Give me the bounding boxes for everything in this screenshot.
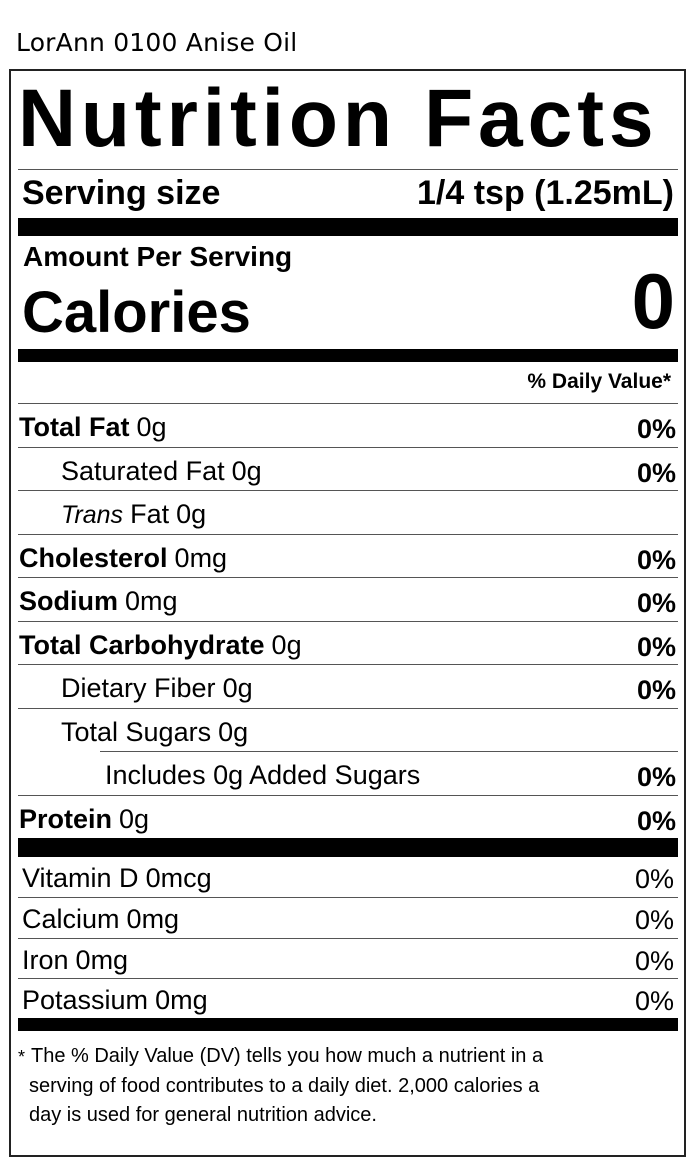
nutrient-name-text: Cholesterol xyxy=(19,542,168,573)
nutrient-amount: 0mg xyxy=(174,542,228,573)
amount-per-serving: Amount Per Serving xyxy=(23,241,293,272)
nutrient-name: Dietary Fiber 0g xyxy=(61,673,253,704)
nutrient-name-text: Includes 0g Added Sugars xyxy=(105,760,421,790)
nutrient-name-italic: Trans xyxy=(61,501,124,529)
nutrient-dv: 0% xyxy=(636,457,676,488)
vitamin-row: Iron 0mg 0% xyxy=(18,937,678,978)
calories-value: 0 xyxy=(631,257,675,345)
nutrient-row: Total Carbohydrate 0g 0% xyxy=(18,620,678,665)
vitamin-name: Iron 0mg xyxy=(22,945,128,976)
nutrient-dv: 0% xyxy=(636,675,676,705)
vitamin-amount: 0mg xyxy=(155,984,208,1015)
nutrient-name-text: Total Carbohydrate xyxy=(19,629,265,660)
nutrient-amount: 0g xyxy=(119,803,150,834)
daily-value-header: % Daily Value* xyxy=(527,370,671,393)
nutrient-row: Includes 0g Added Sugars 0% xyxy=(100,751,678,795)
nutrient-name: Total Fat 0g xyxy=(19,412,167,443)
nutrient-name: Saturated Fat 0g xyxy=(61,456,262,487)
vitamin-amount: 0mg xyxy=(75,944,129,975)
nutrient-dv: 0% xyxy=(636,631,676,662)
nutrient-row: Dietary Fiber 0g 0% xyxy=(18,664,678,708)
product-title: LorAnn 0100 Anise Oil xyxy=(16,28,298,57)
vitamin-row: Potassium 0mg 0% xyxy=(18,977,678,1018)
thick-rule xyxy=(18,1018,678,1031)
vitamin-dv: 0% xyxy=(634,905,674,936)
nutrient-amount: 0g xyxy=(218,716,249,747)
vitamin-name: Potassium 0mg xyxy=(22,985,208,1016)
label-box xyxy=(9,69,686,1157)
nutrient-dv: 0% xyxy=(636,544,676,575)
nutrient-name-text: Saturated Fat xyxy=(61,455,225,486)
vitamin-name-text: Potassium xyxy=(22,984,149,1015)
nutrient-name: Protein 0g xyxy=(19,804,149,835)
nutrient-amount: 0g xyxy=(136,412,167,442)
serving-size-value: 1/4 tsp (1.25mL) xyxy=(417,174,674,212)
vitamin-amount: 0mg xyxy=(126,904,180,935)
nutrient-row: Sodium 0mg 0% xyxy=(18,577,678,621)
nutrient-name-text: Sodium xyxy=(19,586,118,616)
nutrient-dv: 0% xyxy=(636,805,676,836)
nutrient-name: Includes 0g Added Sugars xyxy=(105,760,420,791)
nutrient-row: Saturated Fat 0g 0% xyxy=(18,446,678,491)
vitamin-row: Calcium 0mg 0% xyxy=(18,897,678,937)
vitamin-name: Vitamin D 0mcg xyxy=(22,863,212,894)
nutrient-amount: 0mg xyxy=(125,586,178,616)
nutrient-dv: 0% xyxy=(636,762,676,792)
vitamin-amount: 0mcg xyxy=(145,863,212,893)
nutrient-name-text: Protein xyxy=(19,803,113,834)
nutrient-amount: 0g xyxy=(222,673,253,703)
vitamin-name-text: Calcium xyxy=(22,904,120,935)
vitamin-name-text: Vitamin D xyxy=(22,863,139,893)
serving-size-label: Serving size xyxy=(22,174,221,212)
vitamin-dv: 0% xyxy=(634,864,674,894)
nutrient-amount: 0g xyxy=(231,455,262,486)
footnote-line: day is used for general nutrition advice… xyxy=(29,1104,377,1126)
nutrient-name-text: Dietary Fiber xyxy=(61,673,216,703)
label-title: Nutrition Facts xyxy=(18,73,659,164)
nutrient-name: Total Carbohydrate 0g xyxy=(19,630,302,661)
nutrient-row: Total Sugars 0g xyxy=(18,707,678,752)
vitamin-name-text: Iron xyxy=(22,944,69,975)
nutrient-name-text: Total Fat xyxy=(19,412,130,442)
nutrient-row: Total Fat 0g 0% xyxy=(18,403,678,447)
thick-rule xyxy=(18,218,678,236)
vitamin-dv: 0% xyxy=(634,945,674,976)
nutrient-dv: 0% xyxy=(636,588,676,618)
thick-rule xyxy=(18,349,678,362)
footnote-line: serving of food contributes to a daily d… xyxy=(29,1074,540,1097)
nutrient-name-text: Fat xyxy=(130,499,170,529)
nutrient-row: Cholesterol 0mg 0% xyxy=(18,533,678,578)
nutrient-row: Trans Fat 0g xyxy=(18,490,678,534)
vitamin-name: Calcium 0mg xyxy=(22,904,179,935)
nutrient-amount: 0g xyxy=(271,629,302,660)
nutrient-name: Total Sugars 0g xyxy=(61,717,248,748)
calories-label: Calories xyxy=(22,280,251,345)
nutrient-row: Protein 0g 0% xyxy=(18,794,678,839)
vitamin-row: Vitamin D 0mcg 0% xyxy=(18,857,678,897)
footnote-marker: * xyxy=(18,1047,26,1067)
nutrient-amount: 0g xyxy=(176,499,207,529)
nutrient-name: Cholesterol 0mg xyxy=(19,543,227,574)
nutrient-name: Sodium 0mg xyxy=(19,586,178,617)
nutrient-name: Trans Fat 0g xyxy=(61,499,206,530)
vitamin-dv: 0% xyxy=(634,985,674,1016)
footnote-line: The % Daily Value (DV) tells you how muc… xyxy=(31,1045,544,1067)
nutrient-name-text: Total Sugars xyxy=(61,716,212,747)
nutrient-dv: 0% xyxy=(636,414,676,444)
rule xyxy=(18,169,678,170)
thick-rule xyxy=(18,838,678,857)
